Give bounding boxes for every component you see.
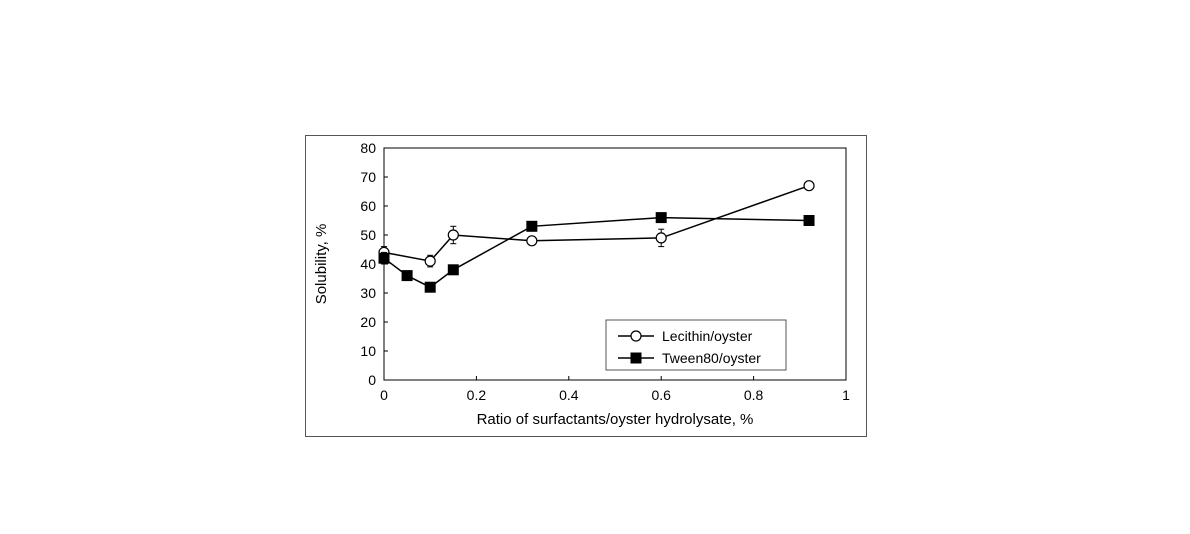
x-axis-label: Ratio of surfactants/oyster hydrolysate,… (477, 411, 754, 428)
x-tick-label: 1 (842, 387, 850, 403)
marker-circle (425, 256, 435, 266)
marker-square (804, 216, 814, 226)
y-tick-label: 50 (360, 227, 376, 243)
y-tick-label: 80 (360, 140, 376, 156)
marker-square (656, 213, 666, 223)
solubility-chart-svg: 0 10 20 30 40 50 60 70 80 0 0.2 0.4 0.6 0.8 1 Ratio of … (306, 136, 866, 436)
y-tick-label: 10 (360, 343, 376, 359)
marker-square (402, 271, 412, 281)
marker-circle (527, 236, 537, 246)
y-axis-label: Solubility, % (313, 224, 330, 305)
marker-square (425, 282, 435, 292)
series-line-1 (384, 218, 809, 288)
x-tick-label: 0.8 (744, 387, 764, 403)
marker-circle (656, 233, 666, 243)
y-tick-label: 70 (360, 169, 376, 185)
marker-circle (448, 230, 458, 240)
y-tick-label: 60 (360, 198, 376, 214)
y-tick-label: 30 (360, 285, 376, 301)
y-tick-label: 40 (360, 256, 376, 272)
marker-square (527, 221, 537, 231)
legend-label-1: Tween80/oyster (662, 350, 761, 366)
y-tick-label: 0 (368, 372, 376, 388)
series-line-0 (384, 186, 809, 261)
x-tick-label: 0 (380, 387, 388, 403)
marker-circle (804, 181, 814, 191)
marker-square (379, 253, 389, 263)
marker-square (448, 265, 458, 275)
y-tick-label: 20 (360, 314, 376, 330)
chart-container: 0 10 20 30 40 50 60 70 80 0 0.2 0.4 0.6 0.8 1 Ratio of … (305, 135, 867, 437)
legend-label-0: Lecithin/oyster (662, 328, 753, 344)
x-tick-label: 0.4 (559, 387, 579, 403)
x-tick-label: 0.6 (651, 387, 671, 403)
x-tick-label: 0.2 (467, 387, 487, 403)
